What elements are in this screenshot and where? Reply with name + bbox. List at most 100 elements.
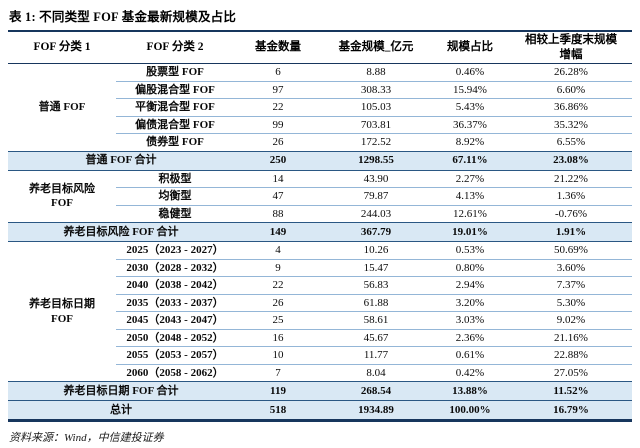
cell-qoq-change: 7.37% (510, 276, 632, 294)
cell-fund-count: 16 (234, 328, 322, 347)
table-header: FOF 分类 1 FOF 分类 2 基金数量 基金规模_亿元 规模占比 相较上季度末规模增… (8, 31, 632, 64)
cell-fund-scale: 703.81 (322, 115, 430, 134)
cell-fund-count: 99 (234, 115, 322, 134)
cell-fund-scale: 79.87 (322, 187, 430, 205)
table-row: 2040（2038 - 2042） 22 56.83 2.94% 7.37% (8, 276, 632, 294)
table-row: 2030（2028 - 2032） 9 15.47 0.80% 3.60% (8, 258, 632, 277)
cell-scale-share: 2.27% (455, 172, 485, 185)
table-row: 养老目标日期 FOF 2025（2023 - 2027） 4 10.26 0.53% 50.… (8, 242, 632, 324)
cell-qoq-change: 1.36% (510, 187, 632, 205)
cell-scale-share: 15.94% (430, 80, 510, 99)
cell-qoq-change: 21.16% (510, 328, 632, 347)
cell-subcategory: 2030（2028 - 2032） (116, 258, 234, 277)
cell-fund-scale: 15.47 (322, 258, 430, 277)
cell-fund-scale: 1298.55 (322, 150, 430, 171)
cell-scale-share: 0.61% (430, 346, 510, 364)
cell-fund-scale: 58.61 (322, 311, 430, 329)
cell-qoq-change: 22.88% (510, 346, 632, 364)
column-header: 相较上季度末规模 增幅 (510, 31, 632, 64)
cell-fund-scale: 10.26 (363, 244, 389, 257)
cell-scale-share: 2.36% (430, 328, 510, 347)
cell-fund-count: 250 (234, 150, 322, 171)
cell-qoq-change: 16.79% (510, 400, 632, 421)
table-row: 2055（2053 - 2057） 10 11.77 0.61% 22.88% (8, 346, 632, 364)
cell-subcategory: 2060（2058 - 2062） (116, 363, 234, 382)
subtotal-row: 普通 FOF 合计 250 1298.55 67.11% 23.08% (8, 150, 632, 171)
cell-qoq-change: 35.32% (510, 115, 632, 134)
cell-scale-share: 3.03% (430, 311, 510, 329)
cell-fund-scale: 56.83 (322, 276, 430, 294)
column-header: FOF 分类 2 (116, 31, 234, 64)
cell-qoq-change: 1.91% (510, 222, 632, 242)
cell-fund-count: 149 (234, 222, 322, 242)
table-row: 普通 FOF 股票型 FOF 6 8.88 0.46% 26.28% (8, 64, 632, 113)
cell-scale-share: 12.61% (430, 204, 510, 223)
cell-fund-count: 7 (234, 363, 322, 382)
cell-scale-share: 2.94% (430, 276, 510, 294)
cell-subcategory: 平衡混合型 FOF (116, 98, 234, 116)
table-row: 2035（2033 - 2037） 26 61.88 3.20% 5.30% (8, 293, 632, 312)
cell-qoq-change: 3.60% (510, 258, 632, 277)
cell-qoq-change: 9.02% (510, 311, 632, 329)
cell-subcategory: 2050（2048 - 2052） (116, 328, 234, 347)
cell-qoq-change: 5.30% (510, 293, 632, 312)
fof-table: FOF 分类 1 FOF 分类 2 基金数量 基金规模_亿元 规模占比 相较上季度末规模增… (8, 30, 632, 422)
cell-fund-count: 119 (234, 381, 322, 401)
table-body: 普通 FOF 股票型 FOF 6 8.88 0.46% 26.28% 偏股混合型 FOF 97… (8, 64, 632, 421)
cell-summary-label: 养老目标日期 FOF 合计 (8, 381, 234, 401)
total-row: 总计 518 1934.89 100.00% 16.79% (8, 400, 632, 421)
cell-summary-label: 普通 FOF 合计 (8, 150, 234, 171)
table-row: 偏债混合型 FOF 99 703.81 36.37% 35.32% (8, 115, 632, 134)
cell-scale-share: 36.37% (430, 115, 510, 134)
cell-subcategory: 股票型 FOF (146, 66, 204, 79)
cell-scale-share: 100.00% (430, 400, 510, 421)
cell-fund-scale: 367.79 (322, 222, 430, 242)
cell-qoq-change: 26.28% (554, 66, 588, 79)
cell-fund-count: 47 (234, 187, 322, 205)
cell-fund-count: 26 (234, 133, 322, 151)
table-row: 2045（2043 - 2047） 25 58.61 3.03% 9.02% (8, 311, 632, 329)
cell-subcategory: 均衡型 (116, 187, 234, 205)
cell-fund-count: 14 (272, 172, 284, 185)
cell-fund-scale: 45.67 (322, 328, 430, 347)
cell-fund-scale: 8.88 (366, 66, 386, 79)
cell-fund-scale: 1934.89 (322, 400, 430, 421)
cell-subcategory: 积极型 (158, 172, 192, 185)
cell-scale-share: 5.43% (430, 98, 510, 116)
cell-qoq-change: 23.08% (510, 150, 632, 171)
cell-subcategory: 债券型 FOF (116, 133, 234, 151)
cell-fund-count: 6 (275, 66, 281, 79)
source-note: 资料来源：Wind，中信建投证券 (9, 432, 164, 444)
cell-scale-share: 0.46% (455, 66, 485, 79)
header-row: FOF 分类 1 FOF 分类 2 基金数量 基金规模_亿元 规模占比 相较上季度末规模增… (8, 31, 632, 64)
cell-summary-label: 总计 (8, 400, 234, 421)
cell-scale-share: 4.13% (430, 187, 510, 205)
table-row: 均衡型 47 79.87 4.13% 1.36% (8, 187, 632, 205)
cell-fund-count: 88 (234, 204, 322, 223)
cell-qoq-change: 27.05% (510, 363, 632, 382)
cell-scale-share: 67.11% (430, 150, 510, 171)
cell-category: 普通 FOF (38, 101, 86, 114)
cell-fund-scale: 11.77 (322, 346, 430, 364)
cell-qoq-change: 21.22% (554, 172, 588, 185)
column-header: 规模占比 (430, 31, 510, 64)
cell-scale-share: 0.42% (430, 363, 510, 382)
cell-subcategory: 2035（2033 - 2037） (116, 293, 234, 312)
column-header: 基金规模_亿元 (322, 31, 430, 64)
column-header: FOF 分类 1 (8, 31, 116, 64)
cell-fund-scale: 172.52 (322, 133, 430, 151)
cell-fund-count: 97 (234, 80, 322, 99)
cell-fund-scale: 268.54 (322, 381, 430, 401)
cell-scale-share: 13.88% (430, 381, 510, 401)
table-row: 2060（2058 - 2062） 7 8.04 0.42% 27.05% (8, 363, 632, 382)
cell-subcategory: 稳健型 (116, 204, 234, 223)
table-row: 平衡混合型 FOF 22 105.03 5.43% 36.86% (8, 98, 632, 116)
table-row: 债券型 FOF 26 172.52 8.92% 6.55% (8, 133, 632, 151)
cell-fund-count: 518 (234, 400, 322, 421)
cell-fund-count: 4 (275, 244, 281, 257)
cell-scale-share: 8.92% (430, 133, 510, 151)
cell-category: 养老目标风险 FOF (29, 182, 95, 210)
cell-qoq-change: 11.52% (510, 381, 632, 401)
cell-fund-count: 22 (234, 98, 322, 116)
subtotal-row: 养老目标日期 FOF 合计 119 268.54 13.88% 11.52% (8, 381, 632, 401)
